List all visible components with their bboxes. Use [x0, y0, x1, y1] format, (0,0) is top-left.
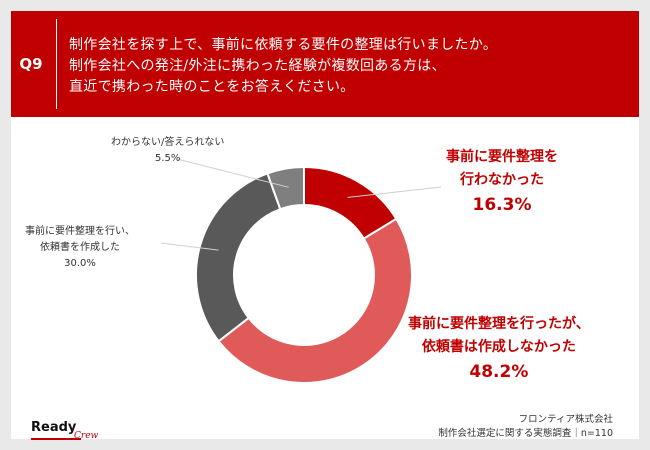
slice-organized-with-document	[195, 172, 282, 343]
leader-line	[160, 242, 219, 251]
logo-text: Ready	[31, 420, 77, 435]
leader-line	[176, 158, 289, 188]
logo-subtext: Crew	[74, 431, 99, 441]
slice-label-organized-with-document: 事前に要件整理を行い、 依頼書を作成した 30.0%	[25, 224, 135, 272]
source-note: フロンティア株式会社 制作会社選定に関する実態調査｜n=110	[438, 413, 613, 441]
source-line: 制作会社選定に関する実態調査｜n=110	[438, 428, 613, 439]
survey-card: Q9 制作会社を探す上で、事前に依頼する要件の整理は行いましたか。 制作会社への…	[11, 11, 639, 441]
slice-value: 16.3%	[472, 195, 532, 215]
slice-label-line: 依頼書は作成しなかった	[421, 339, 576, 355]
donut-chart	[160, 158, 442, 384]
header-divider	[56, 19, 57, 109]
slice-label-line: 事前に要件整理を	[446, 149, 558, 165]
slice-label-line: 事前に要件整理を行ったが、	[408, 316, 590, 332]
slice-organized-no-document	[217, 217, 413, 384]
question-line: 制作会社への発注/外注に携わった経験が複数回ある方は、	[69, 58, 446, 74]
slice-label-line: 事前に要件整理を行い、	[25, 226, 135, 237]
slice-value: 30.0%	[64, 258, 96, 269]
question-header: Q9 制作会社を探す上で、事前に依頼する要件の整理は行いましたか。 制作会社への…	[11, 11, 639, 117]
slice-unknown	[266, 165, 305, 211]
leader-line	[347, 186, 442, 198]
slice-label-line: わからない/答えられない	[111, 137, 225, 148]
source-line: フロンティア株式会社	[518, 414, 613, 425]
slice-label-line: 依頼書を作成した	[40, 242, 120, 253]
slice-label-not-organized: 事前に要件整理を 行わなかった 16.3%	[446, 146, 558, 218]
slice-label-organized-no-document: 事前に要件整理を行ったが、 依頼書は作成しなかった 48.2%	[408, 313, 590, 385]
question-text: 制作会社を探す上で、事前に依頼する要件の整理は行いましたか。 制作会社への発注/…	[69, 35, 629, 98]
readycrew-logo: Ready Crew	[31, 420, 109, 444]
slice-value: 5.5%	[154, 153, 181, 164]
question-line: 制作会社を探す上で、事前に依頼する要件の整理は行いましたか。	[69, 37, 498, 53]
slice-label-line: 行わなかった	[460, 172, 544, 188]
slice-label-unknown: わからない/答えられない 5.5%	[111, 135, 224, 167]
slice-value: 48.2%	[469, 362, 529, 382]
logo-underline	[31, 438, 81, 440]
question-line: 直近で携わった時のことをお答えください。	[69, 79, 355, 95]
question-number: Q9	[19, 55, 43, 73]
